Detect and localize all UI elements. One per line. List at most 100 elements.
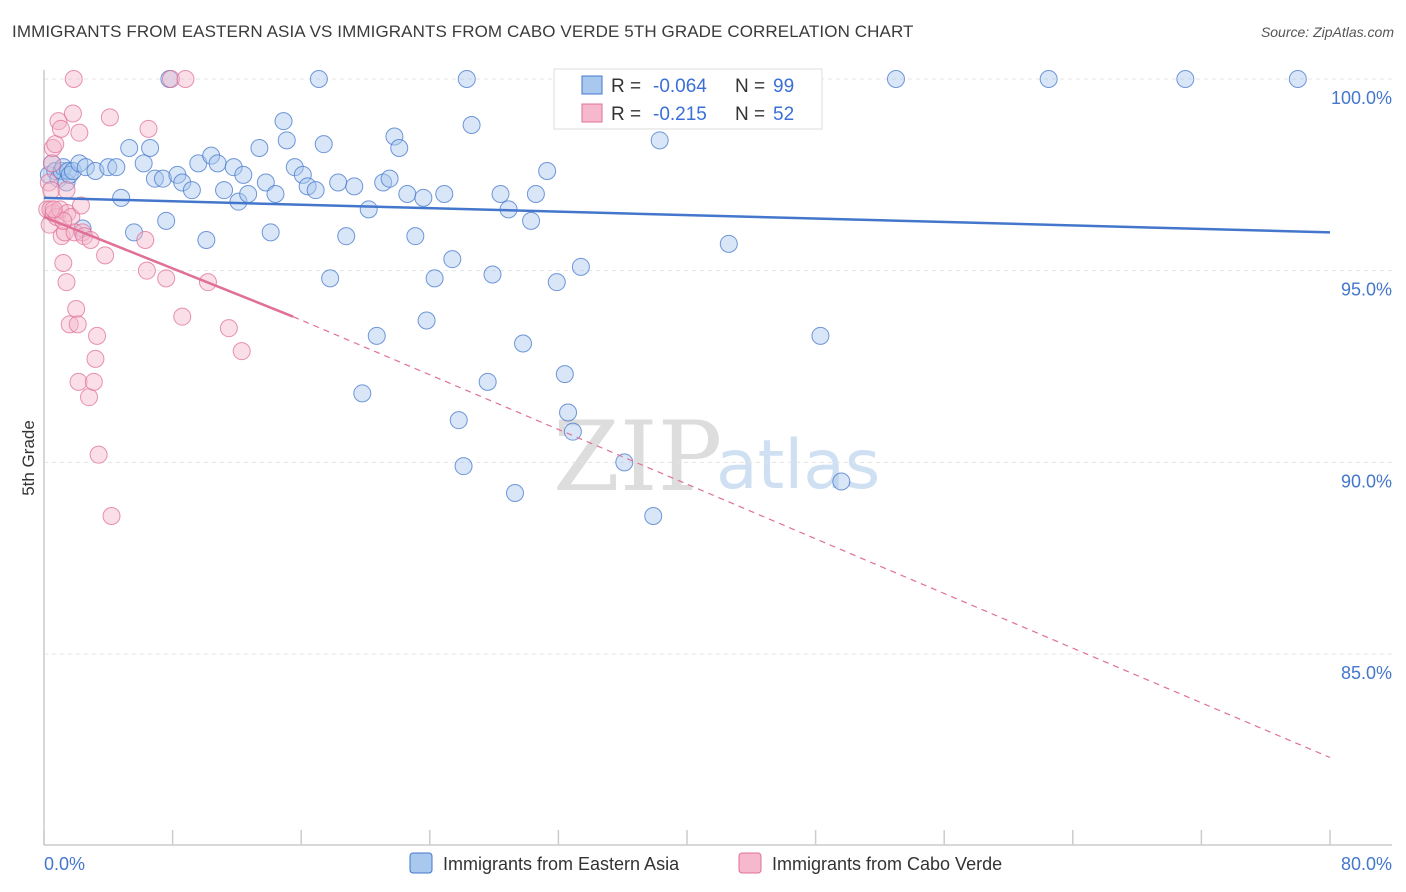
- eastern-asia-point-52: [359, 200, 378, 219]
- eastern-asia-point-35: [250, 139, 269, 157]
- eastern-asia-point-27: [197, 231, 216, 249]
- cabo-verde-point-38: [100, 108, 119, 127]
- cabo-verde-point-17: [57, 273, 76, 292]
- stats-pink-n-value: 52: [773, 104, 794, 125]
- eastern-asia-point-34: [239, 185, 258, 203]
- eastern-asia-point-59: [406, 227, 425, 246]
- eastern-asia-point-30: [215, 181, 234, 200]
- y-tick-label-95: 95.0%: [1341, 280, 1392, 300]
- legend-cabo-verde-swatch: [738, 852, 762, 874]
- cabo-verde-point-39: [102, 507, 121, 525]
- eastern-asia-point-58: [398, 185, 417, 203]
- cabo-verde-point-28: [71, 196, 90, 215]
- eastern-asia-point-76: [538, 162, 557, 180]
- eastern-asia-point-28: [202, 146, 221, 165]
- eastern-asia-point-15: [112, 188, 131, 207]
- legend: Immigrants from Eastern Asia Immigrants …: [409, 852, 1002, 874]
- eastern-asia-point-72: [505, 484, 524, 502]
- eastern-asia-point-29: [208, 154, 227, 173]
- eastern-asia-point-73: [514, 334, 533, 353]
- eastern-asia-point-70: [491, 185, 510, 203]
- cabo-verde-point-48: [219, 319, 238, 338]
- stats-pink-r-value: -0.215: [653, 104, 707, 125]
- y-tick-label-85: 85.0%: [1341, 663, 1392, 683]
- eastern-asia-point-81: [571, 257, 590, 276]
- cabo-verde-point-45: [173, 307, 192, 326]
- eastern-asia-point-53: [367, 326, 386, 345]
- stats-blue-r-label: R =: [611, 76, 641, 97]
- cabo-verde-point-51: [44, 200, 63, 219]
- cabo-verde-point-33: [84, 372, 103, 391]
- eastern-asia-point-85: [644, 507, 663, 525]
- axes: [43, 70, 1392, 846]
- watermark-zip: ZIP: [553, 401, 722, 513]
- legend-cabo-verde-label: Immigrants from Cabo Verde: [772, 854, 1002, 874]
- x-ticks: [43, 830, 1331, 845]
- eastern-asia-point-45: [314, 135, 333, 154]
- stats-blue-swatch: [581, 75, 603, 95]
- y-tick-label-90: 90.0%: [1341, 471, 1392, 491]
- cabo-verde-point-34: [86, 349, 105, 368]
- cabo-verde-point-31: [80, 388, 99, 407]
- eastern-asia-point-25: [182, 181, 201, 200]
- eastern-asia-point-83: [615, 453, 634, 472]
- stats-pink-swatch: [581, 103, 603, 123]
- eastern-asia-point-37: [261, 223, 280, 242]
- eastern-asia-point-19: [141, 139, 160, 157]
- eastern-asia-point-60: [414, 188, 433, 207]
- cabo-verde-point-43: [157, 269, 176, 288]
- eastern-asia-point-78: [555, 365, 574, 384]
- eastern-asia-point-46: [321, 269, 340, 288]
- cabo-verde-point-26: [69, 372, 88, 391]
- eastern-asia-point-80: [563, 422, 582, 441]
- eastern-asia-point-61: [417, 311, 436, 330]
- eastern-asia-point-67: [462, 116, 481, 134]
- stats-blue-r-value: -0.064: [653, 76, 707, 97]
- y-axis-label: 5th Grade: [19, 420, 38, 496]
- eastern-asia-point-69: [483, 265, 502, 284]
- cabo-verde-point-35: [88, 326, 107, 345]
- cabo-verde-point-36: [89, 445, 108, 464]
- watermark-atlas: atlas: [716, 426, 880, 505]
- stats-pink-r-label: R =: [611, 104, 641, 125]
- eastern-asia-point-62: [425, 269, 444, 288]
- cabo-verde-point-4: [42, 181, 61, 200]
- eastern-asia-point-94: [1176, 70, 1195, 88]
- cabo-verde-point-44: [161, 70, 180, 88]
- chart-source: Source: ZipAtlas.com: [1260, 24, 1394, 40]
- cabo-verde-point-42: [139, 119, 158, 138]
- eastern-asia-point-97: [457, 70, 476, 88]
- trendlines: [43, 196, 1331, 759]
- series-eastern-asia-points: [39, 70, 1307, 525]
- eastern-asia-point-47: [309, 70, 328, 88]
- cabo-verde-point-16: [57, 181, 76, 200]
- eastern-asia-point-77: [547, 273, 566, 292]
- eastern-asia-point-66: [454, 457, 473, 476]
- cabo-verde-point-25: [68, 315, 87, 334]
- eastern-asia-point-11: [76, 158, 95, 177]
- eastern-asia-point-65: [449, 411, 468, 430]
- gridlines: [44, 78, 1392, 655]
- eastern-asia-point-39: [274, 112, 293, 131]
- eastern-asia-point-91: [832, 472, 851, 491]
- eastern-asia-point-50: [345, 177, 364, 196]
- eastern-asia-point-79: [559, 403, 578, 422]
- eastern-asia-point-88: [719, 234, 738, 253]
- cabo-verde-point-5: [43, 154, 62, 173]
- stats-pink-n-label: N =: [735, 104, 765, 125]
- x-tick-label-max: 80.0%: [1341, 854, 1392, 874]
- eastern-asia-point-22: [157, 211, 176, 230]
- chart-title: IMMIGRANTS FROM EASTERN ASIA VS IMMIGRAN…: [12, 22, 914, 41]
- eastern-asia-point-75: [526, 185, 545, 203]
- eastern-asia-point-18: [134, 154, 153, 173]
- eastern-asia-point-92: [886, 70, 905, 88]
- cabo-verde-point-12: [51, 119, 70, 138]
- eastern-asia-point-68: [478, 372, 497, 391]
- eastern-asia-point-64: [443, 250, 462, 269]
- cabo-verde-point-24: [67, 300, 86, 318]
- eastern-asia-trendline: [43, 196, 1331, 234]
- eastern-asia-point-51: [353, 384, 372, 403]
- eastern-asia-point-44: [306, 181, 325, 200]
- cabo-verde-trendline-extension: [292, 316, 1331, 759]
